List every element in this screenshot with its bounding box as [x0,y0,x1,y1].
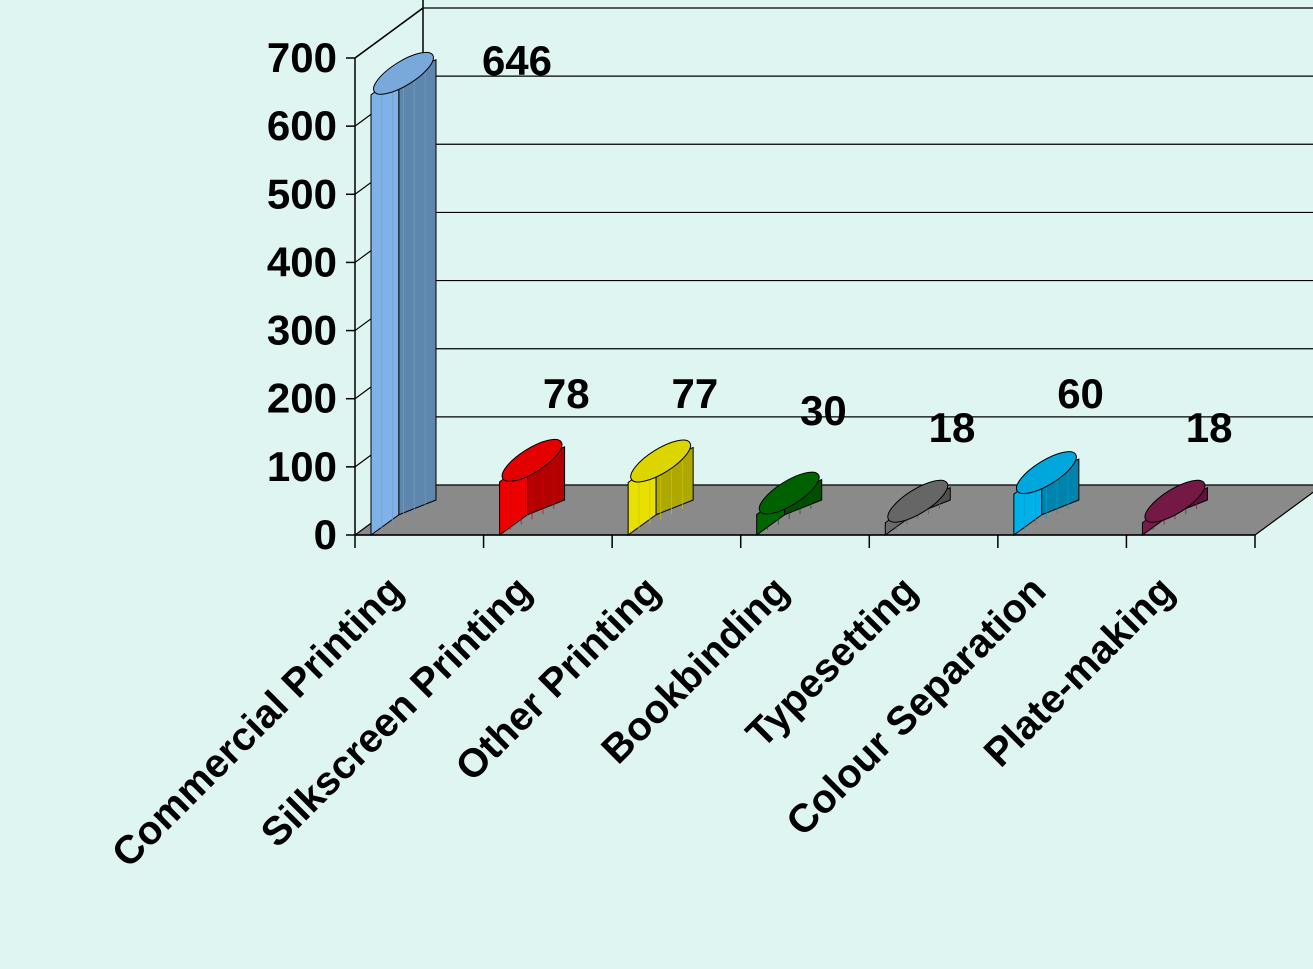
bar-front-face [370,73,400,536]
bar-top-cap [630,439,692,483]
y-tick-label: 700 [267,34,337,81]
bar [1013,451,1080,536]
data-label: 646 [482,37,552,84]
bar-top-cap [1015,451,1077,495]
y-tick-labels: 0 100 200 300 400 500 600 700 [267,34,337,558]
y-tick-label: 500 [267,170,337,217]
bar [627,439,694,536]
data-labels: 646 78 77 30 18 60 18 [482,37,1233,451]
y-tick-label: 0 [314,511,337,558]
y-tick-label: 100 [267,443,337,490]
y-tick-label: 600 [267,102,337,149]
bar-top-cap [758,471,820,515]
bar-top-cap [373,51,434,95]
y-tick-label: 200 [267,375,337,422]
data-label: 30 [800,387,847,434]
data-label: 18 [929,404,976,451]
data-label: 60 [1057,370,1104,417]
bars [370,51,1208,536]
bar [756,471,823,536]
bar [370,51,437,536]
bar-top-cap [1144,479,1206,523]
bar-top-cap [501,438,563,482]
gridline-side-700 [354,7,424,59]
y-tick-label: 300 [267,307,337,354]
bar [1141,479,1208,536]
bar-top-cap [887,479,949,523]
y-tick-label: 400 [267,238,337,285]
bar [884,479,951,536]
axes [346,57,1256,548]
data-label: 77 [671,370,718,417]
data-label: 18 [1186,404,1233,451]
bar-side-face [398,59,437,516]
bar [499,438,566,536]
data-label: 78 [543,370,590,417]
